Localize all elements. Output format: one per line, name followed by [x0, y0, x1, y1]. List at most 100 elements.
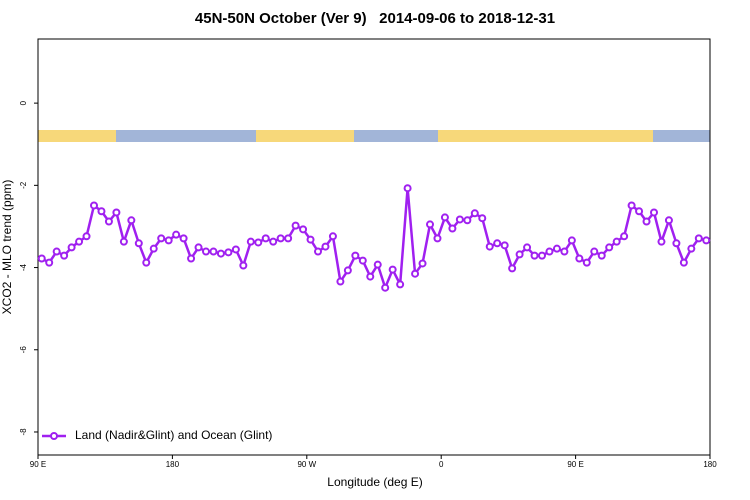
data-point	[485, 242, 494, 251]
land-strip	[256, 130, 354, 142]
x-tick-label: 180	[703, 460, 717, 469]
data-point	[500, 241, 509, 250]
data-point	[164, 236, 173, 245]
data-point	[291, 221, 300, 230]
data-point	[239, 261, 248, 270]
y-tick-label: -4	[19, 263, 28, 271]
data-point	[112, 208, 121, 217]
data-point	[478, 214, 487, 223]
y-tick-label: -2	[19, 181, 28, 189]
data-point	[627, 201, 636, 210]
data-point	[119, 237, 128, 246]
data-point	[396, 280, 405, 289]
data-point	[515, 250, 524, 259]
data-point	[321, 242, 330, 251]
data-point	[538, 251, 546, 260]
data-point	[411, 269, 420, 278]
data-point	[75, 237, 84, 246]
data-point	[381, 283, 390, 292]
data-point	[149, 244, 158, 253]
data-point	[433, 234, 442, 243]
y-tick-label: -6	[19, 346, 28, 354]
data-point	[209, 247, 218, 256]
data-point	[216, 249, 225, 258]
data-point	[694, 234, 703, 243]
data-point	[552, 244, 561, 253]
legend-label: Land (Nadir&Glint) and Ocean (Glint)	[75, 428, 272, 442]
data-point	[612, 237, 621, 246]
land-strip	[38, 130, 116, 142]
data-point	[455, 215, 464, 224]
x-axis-label: Longitude (deg E)	[327, 475, 422, 489]
data-point	[179, 234, 188, 243]
data-point	[650, 208, 658, 217]
data-point	[306, 235, 315, 244]
plot-frame	[37, 38, 711, 456]
data-point	[134, 239, 143, 248]
data-point	[194, 243, 203, 252]
legend-item: Land (Nadir&Glint) and Ocean (Glint)	[42, 428, 272, 442]
data-point	[642, 217, 651, 226]
data-point	[314, 247, 322, 256]
data-point	[97, 207, 106, 216]
data-point	[142, 258, 151, 267]
data-point	[336, 277, 345, 286]
legend-marker	[50, 432, 58, 440]
data-point	[687, 244, 696, 253]
data-point	[343, 266, 352, 275]
data-point	[463, 216, 472, 225]
data-point	[269, 237, 278, 246]
data-point	[231, 245, 240, 254]
data-point	[523, 243, 532, 252]
data-point	[567, 236, 576, 245]
data-point	[254, 238, 263, 247]
data-point	[605, 243, 614, 252]
data-point	[172, 230, 181, 239]
data-point	[224, 248, 233, 257]
data-point	[82, 232, 91, 241]
data-point	[261, 234, 270, 243]
data-point	[470, 209, 479, 218]
data-point	[679, 258, 688, 267]
data-point	[373, 260, 382, 269]
y-tick-label: 0	[19, 100, 28, 105]
land-strip	[438, 130, 653, 142]
x-tick-label: 90 E	[567, 460, 583, 469]
data-point	[351, 251, 360, 260]
data-point	[104, 217, 113, 226]
data-point	[67, 243, 76, 252]
data-point	[127, 216, 136, 225]
data-point	[508, 264, 517, 273]
x-tick-label: 180	[166, 460, 180, 469]
data-point	[358, 256, 367, 265]
data-point	[440, 213, 449, 222]
data-point	[202, 247, 210, 256]
x-tick-label: 90 E	[30, 460, 46, 469]
y-tick-label: -8	[19, 428, 28, 436]
data-point	[403, 184, 412, 193]
data-point	[702, 236, 711, 245]
data-point	[664, 216, 673, 225]
data-point	[388, 265, 397, 274]
data-point	[45, 258, 54, 267]
data-point	[582, 258, 591, 267]
data-point	[530, 251, 539, 260]
data-point	[575, 254, 584, 263]
data-point	[328, 232, 337, 241]
x-tick-label: 90 W	[297, 460, 316, 469]
data-point	[657, 237, 666, 246]
data-point	[299, 225, 308, 234]
data-point	[246, 237, 255, 246]
data-point	[620, 232, 629, 241]
data-point	[157, 234, 166, 243]
data-point	[597, 251, 606, 260]
data-point	[560, 247, 569, 256]
data-point	[276, 234, 285, 243]
data-point	[635, 207, 644, 216]
x-tick-label: 0	[439, 460, 444, 469]
map-strip	[38, 130, 710, 142]
y-axis-label: XCO2 - MLO trend (ppm)	[0, 180, 14, 315]
